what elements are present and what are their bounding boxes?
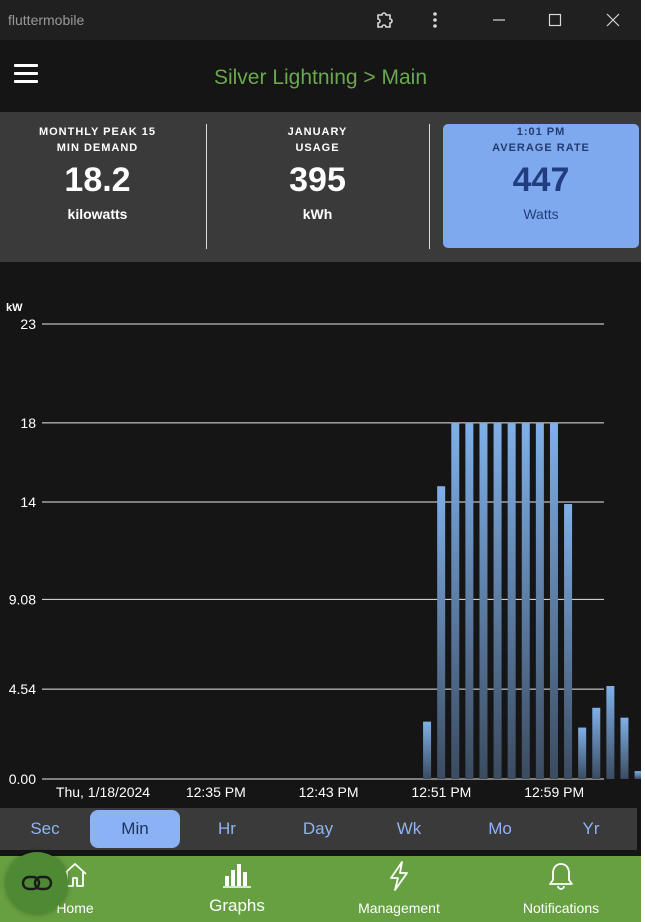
bottom-navigation: Home Graphs Management Notifications — [0, 856, 641, 922]
y-tick-label: 9.08 — [9, 591, 36, 607]
chart-bar[interactable] — [634, 771, 641, 779]
y-tick-label: 23 — [20, 316, 36, 332]
tab-hr[interactable]: Hr — [218, 819, 236, 838]
x-tick-label: 12:35 PM — [186, 784, 246, 800]
stat-value: 447 — [512, 161, 570, 199]
stat-divider — [206, 124, 207, 249]
y-tick-label: 14 — [20, 494, 36, 510]
nav-label: Home — [56, 900, 94, 916]
y-tick-label: 4.54 — [9, 681, 36, 697]
chart-bar[interactable] — [451, 422, 460, 779]
more-vert-icon[interactable] — [423, 8, 447, 32]
tab-yr[interactable]: Yr — [582, 819, 600, 838]
stat-value: 395 — [289, 161, 346, 199]
minimize-icon[interactable] — [487, 8, 511, 32]
stat-label: MONTHLY PEAK 15 — [38, 126, 157, 138]
connect-fab-button[interactable] — [6, 852, 68, 914]
chart-bar[interactable] — [521, 422, 530, 779]
chart-bar[interactable] — [507, 422, 516, 779]
lightning-icon — [390, 861, 408, 891]
nav-home[interactable]: Home — [35, 856, 115, 922]
nav-graphs[interactable]: Graphs — [197, 856, 277, 922]
x-tick-label: 12:59 PM — [524, 784, 584, 800]
nav-label: Notifications — [522, 900, 600, 916]
nav-label: Graphs — [209, 896, 265, 915]
time-range-tabs: Sec Min Hr Day Wk Mo Yr — [0, 808, 637, 850]
x-tick-label: 12:51 PM — [411, 784, 471, 800]
tab-wk[interactable]: Wk — [396, 819, 422, 838]
nav-label: Management — [358, 900, 440, 916]
y-tick-label: 0.00 — [9, 771, 36, 787]
nav-notifications[interactable]: Notifications — [506, 856, 616, 922]
chart-bar[interactable] — [437, 486, 446, 779]
y-tick-label: 18 — [20, 415, 36, 431]
chain-link-icon — [21, 875, 53, 891]
stat-unit: kilowatts — [67, 206, 128, 222]
monthly-peak-demand-card: MONTHLY PEAK 15 MIN DEMAND 18.2 kilowatt… — [0, 124, 195, 248]
chart-bar[interactable] — [465, 422, 474, 779]
y-axis-label: kW — [6, 302, 23, 314]
page-title: Silver Lightning > Main — [213, 66, 428, 89]
x-tick-label: 12:43 PM — [299, 784, 359, 800]
chart-bar[interactable] — [535, 422, 544, 779]
chart-bar[interactable] — [493, 422, 502, 779]
chart-bar[interactable] — [606, 686, 615, 779]
chart-bar[interactable] — [423, 721, 432, 779]
chart-bar[interactable] — [564, 504, 573, 779]
stat-unit: kWh — [302, 206, 333, 222]
chart-bar[interactable] — [592, 707, 601, 779]
maximize-icon[interactable] — [543, 8, 567, 32]
chart-bar[interactable] — [620, 717, 629, 779]
tab-sec[interactable]: Sec — [30, 819, 60, 838]
app-bar: Silver Lightning > Main — [0, 40, 641, 112]
stat-label: JANUARY — [287, 126, 348, 138]
x-tick-label: Thu, 1/18/2024 — [56, 784, 150, 800]
stat-divider — [429, 124, 430, 249]
chart-bar[interactable] — [578, 727, 587, 779]
tab-mo[interactable]: Mo — [488, 819, 512, 838]
hamburger-menu-icon[interactable] — [14, 64, 42, 88]
title-bar: fluttermobile — [0, 0, 641, 40]
bar-chart-icon — [223, 864, 251, 888]
nav-management[interactable]: Management — [344, 856, 454, 922]
app-name: fluttermobile — [8, 12, 85, 28]
close-icon[interactable] — [601, 8, 625, 32]
stat-label: MIN DEMAND — [56, 142, 139, 154]
stat-time-label: 1:01 PM — [516, 126, 566, 138]
tab-min[interactable]: Min — [90, 810, 180, 848]
power-chart[interactable]: kW 0.00 4.54 9.08 14 18 23 Thu, 1/18/2024 12:35 … — [0, 262, 641, 808]
stat-value: 18.2 — [64, 161, 131, 199]
stats-panel: MONTHLY PEAK 15 MIN DEMAND 18.2 kilowatt… — [0, 112, 641, 262]
home-icon — [63, 863, 87, 887]
stat-label: AVERAGE RATE — [492, 142, 590, 154]
average-rate-card[interactable]: 1:01 PM AVERAGE RATE 447 Watts — [443, 124, 639, 248]
bell-icon — [549, 863, 573, 890]
january-usage-card: JANUARY USAGE 395 kWh — [220, 124, 415, 248]
extension-icon[interactable] — [373, 8, 397, 32]
window-edge — [641, 0, 645, 922]
stat-label: USAGE — [295, 142, 340, 154]
chart-bar[interactable] — [549, 422, 558, 779]
tab-day[interactable]: Day — [302, 819, 334, 838]
stat-unit: Watts — [523, 206, 559, 222]
chart-bar[interactable] — [479, 422, 488, 779]
